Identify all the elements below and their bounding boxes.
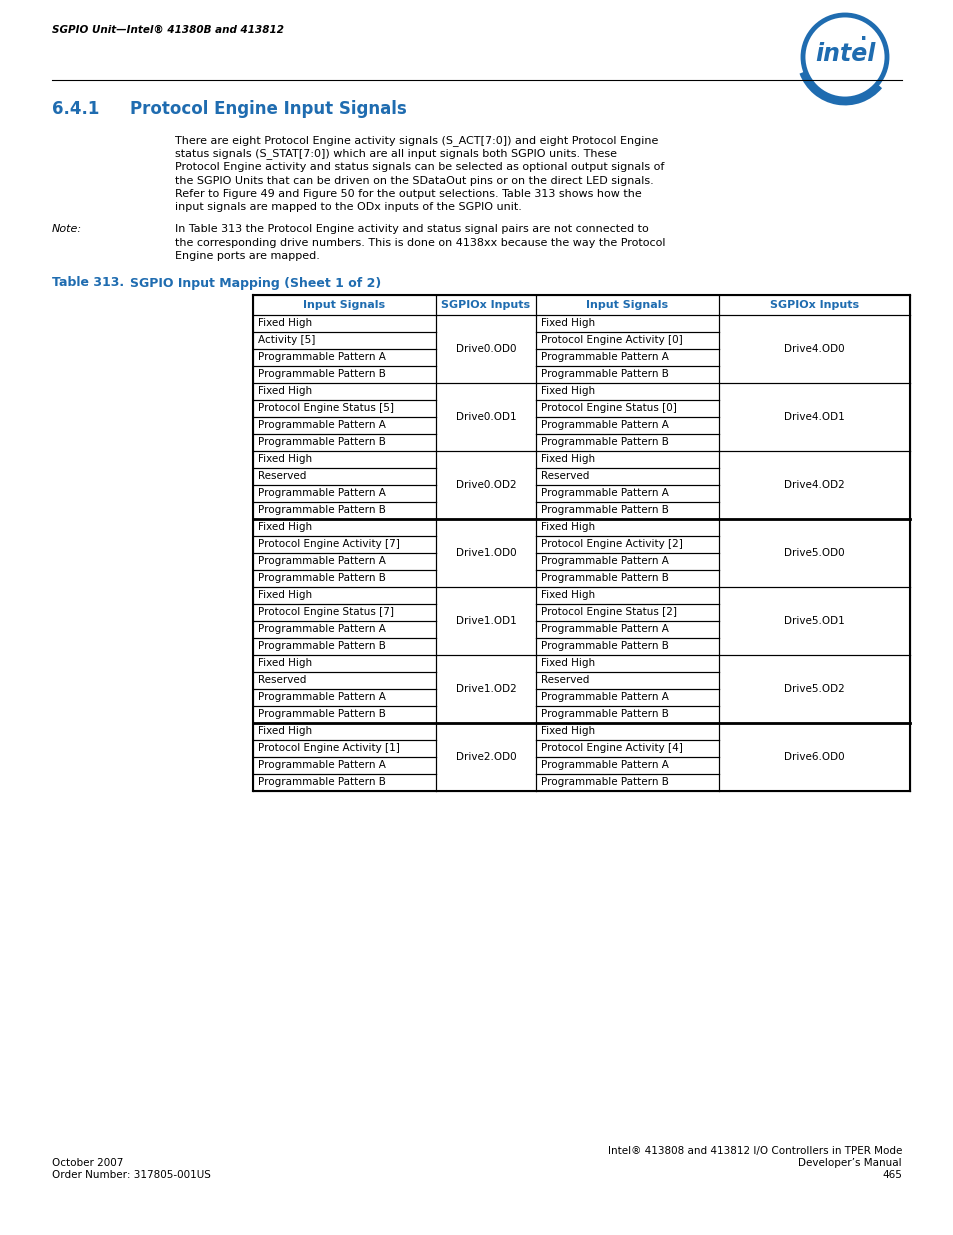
Text: Drive4.OD0: Drive4.OD0	[783, 343, 844, 353]
Text: Drive4.OD1: Drive4.OD1	[783, 411, 844, 421]
Text: Drive2.OD0: Drive2.OD0	[456, 752, 516, 762]
Text: Drive4.OD2: Drive4.OD2	[783, 479, 844, 489]
Text: Activity [5]: Activity [5]	[257, 335, 315, 345]
Text: Programmable Pattern B: Programmable Pattern B	[257, 709, 385, 719]
Text: the corresponding drive numbers. This is done on 4138xx because the way the Prot: the corresponding drive numbers. This is…	[174, 237, 665, 247]
Text: Input Signals: Input Signals	[303, 300, 385, 310]
Text: Programmable Pattern A: Programmable Pattern A	[257, 624, 385, 634]
Text: Programmable Pattern A: Programmable Pattern A	[540, 488, 668, 498]
Text: Fixed High: Fixed High	[257, 387, 312, 396]
Text: Protocol Engine Status [2]: Protocol Engine Status [2]	[540, 606, 677, 618]
Text: Programmable Pattern B: Programmable Pattern B	[540, 641, 668, 651]
Text: Programmable Pattern A: Programmable Pattern A	[540, 760, 668, 769]
Text: Drive1.OD1: Drive1.OD1	[456, 615, 516, 625]
Text: 6.4.1: 6.4.1	[52, 100, 99, 119]
Circle shape	[806, 19, 882, 95]
Text: Programmable Pattern B: Programmable Pattern B	[540, 573, 668, 583]
Text: Protocol Engine Status [5]: Protocol Engine Status [5]	[257, 403, 394, 412]
Text: Programmable Pattern B: Programmable Pattern B	[257, 437, 385, 447]
Text: Drive6.OD0: Drive6.OD0	[783, 752, 844, 762]
Text: Programmable Pattern A: Programmable Pattern A	[540, 420, 668, 430]
Text: Protocol Engine Activity [0]: Protocol Engine Activity [0]	[540, 335, 682, 345]
Text: Reserved: Reserved	[257, 676, 306, 685]
Text: Fixed High: Fixed High	[540, 522, 595, 532]
Text: SGPIOx Inputs: SGPIOx Inputs	[769, 300, 858, 310]
Text: Fixed High: Fixed High	[540, 658, 595, 668]
Text: Programmable Pattern A: Programmable Pattern A	[540, 352, 668, 362]
Text: Reserved: Reserved	[540, 676, 589, 685]
Text: Programmable Pattern B: Programmable Pattern B	[257, 505, 385, 515]
Text: Programmable Pattern A: Programmable Pattern A	[257, 488, 385, 498]
Text: Fixed High: Fixed High	[540, 590, 595, 600]
Text: Input Signals: Input Signals	[586, 300, 668, 310]
Text: Fixed High: Fixed High	[257, 590, 312, 600]
Text: Protocol Engine Status [0]: Protocol Engine Status [0]	[540, 403, 677, 412]
Text: Programmable Pattern A: Programmable Pattern A	[257, 352, 385, 362]
Text: Programmable Pattern A: Programmable Pattern A	[257, 420, 385, 430]
Text: Refer to Figure 49 and Figure 50 for the output selections. Table 313 shows how : Refer to Figure 49 and Figure 50 for the…	[174, 189, 641, 199]
Text: Fixed High: Fixed High	[257, 317, 312, 329]
Text: Fixed High: Fixed High	[257, 726, 312, 736]
Text: Programmable Pattern B: Programmable Pattern B	[257, 641, 385, 651]
Text: Intel® 413808 and 413812 I/O Controllers in TPER Mode: Intel® 413808 and 413812 I/O Controllers…	[607, 1146, 901, 1156]
Text: Fixed High: Fixed High	[257, 454, 312, 464]
Text: Fixed High: Fixed High	[257, 522, 312, 532]
Text: October 2007: October 2007	[52, 1158, 123, 1168]
Text: intel: intel	[814, 42, 874, 65]
Text: Programmable Pattern B: Programmable Pattern B	[257, 573, 385, 583]
Text: Programmable Pattern B: Programmable Pattern B	[540, 505, 668, 515]
Text: Programmable Pattern B: Programmable Pattern B	[540, 777, 668, 787]
Text: Protocol Engine Activity [7]: Protocol Engine Activity [7]	[257, 538, 399, 550]
Text: Reserved: Reserved	[540, 471, 589, 480]
Text: input signals are mapped to the ODx inputs of the SGPIO unit.: input signals are mapped to the ODx inpu…	[174, 203, 521, 212]
Text: Protocol Engine Status [7]: Protocol Engine Status [7]	[257, 606, 394, 618]
Text: There are eight Protocol Engine activity signals (S_ACT[7:0]) and eight Protocol: There are eight Protocol Engine activity…	[174, 135, 658, 146]
Text: Drive5.OD0: Drive5.OD0	[783, 547, 844, 557]
Text: Protocol Engine Input Signals: Protocol Engine Input Signals	[130, 100, 406, 119]
Text: Drive5.OD2: Drive5.OD2	[783, 683, 844, 694]
Text: 465: 465	[882, 1170, 901, 1179]
Text: In Table 313 the Protocol Engine activity and status signal pairs are not connec: In Table 313 the Protocol Engine activit…	[174, 224, 648, 233]
Text: Programmable Pattern A: Programmable Pattern A	[540, 556, 668, 566]
Text: Order Number: 317805-001US: Order Number: 317805-001US	[52, 1170, 211, 1179]
Text: Programmable Pattern A: Programmable Pattern A	[540, 692, 668, 701]
Text: Engine ports are mapped.: Engine ports are mapped.	[174, 251, 319, 261]
Text: SGPIOx Inputs: SGPIOx Inputs	[441, 300, 530, 310]
Text: SGPIO Input Mapping (Sheet 1 of 2): SGPIO Input Mapping (Sheet 1 of 2)	[130, 277, 381, 289]
Text: SGPIO Unit—Intel® 41380B and 413812: SGPIO Unit—Intel® 41380B and 413812	[52, 25, 284, 35]
Text: Drive0.OD1: Drive0.OD1	[456, 411, 516, 421]
Text: the SGPIO Units that can be driven on the SDataOut pins or on the direct LED sig: the SGPIO Units that can be driven on th…	[174, 175, 653, 185]
Text: Developer’s Manual: Developer’s Manual	[798, 1158, 901, 1168]
Text: Table 313.: Table 313.	[52, 277, 124, 289]
Text: Reserved: Reserved	[257, 471, 306, 480]
Text: Programmable Pattern B: Programmable Pattern B	[540, 437, 668, 447]
Text: Drive5.OD1: Drive5.OD1	[783, 615, 844, 625]
Text: Programmable Pattern B: Programmable Pattern B	[257, 369, 385, 379]
Text: Fixed High: Fixed High	[540, 317, 595, 329]
Text: Fixed High: Fixed High	[540, 726, 595, 736]
Text: Drive0.OD0: Drive0.OD0	[456, 343, 516, 353]
Text: Drive1.OD2: Drive1.OD2	[456, 683, 516, 694]
Text: Programmable Pattern A: Programmable Pattern A	[540, 624, 668, 634]
Text: Fixed High: Fixed High	[257, 658, 312, 668]
Text: Protocol Engine Activity [4]: Protocol Engine Activity [4]	[540, 743, 682, 753]
Text: Programmable Pattern A: Programmable Pattern A	[257, 556, 385, 566]
Text: Programmable Pattern A: Programmable Pattern A	[257, 692, 385, 701]
Text: Fixed High: Fixed High	[540, 387, 595, 396]
Text: Drive1.OD0: Drive1.OD0	[456, 547, 516, 557]
Text: Protocol Engine Activity [1]: Protocol Engine Activity [1]	[257, 743, 399, 753]
Text: Fixed High: Fixed High	[540, 454, 595, 464]
Text: Programmable Pattern B: Programmable Pattern B	[540, 709, 668, 719]
Text: status signals (S_STAT[7:0]) which are all input signals both SGPIO units. These: status signals (S_STAT[7:0]) which are a…	[174, 148, 617, 159]
Text: Programmable Pattern B: Programmable Pattern B	[540, 369, 668, 379]
Text: Programmable Pattern A: Programmable Pattern A	[257, 760, 385, 769]
Text: ·: ·	[860, 30, 867, 48]
Text: Protocol Engine Activity [2]: Protocol Engine Activity [2]	[540, 538, 682, 550]
Text: Protocol Engine activity and status signals can be selected as optional output s: Protocol Engine activity and status sign…	[174, 162, 663, 172]
Text: Drive0.OD2: Drive0.OD2	[456, 479, 516, 489]
Text: Programmable Pattern B: Programmable Pattern B	[257, 777, 385, 787]
Text: Note:: Note:	[52, 224, 82, 233]
